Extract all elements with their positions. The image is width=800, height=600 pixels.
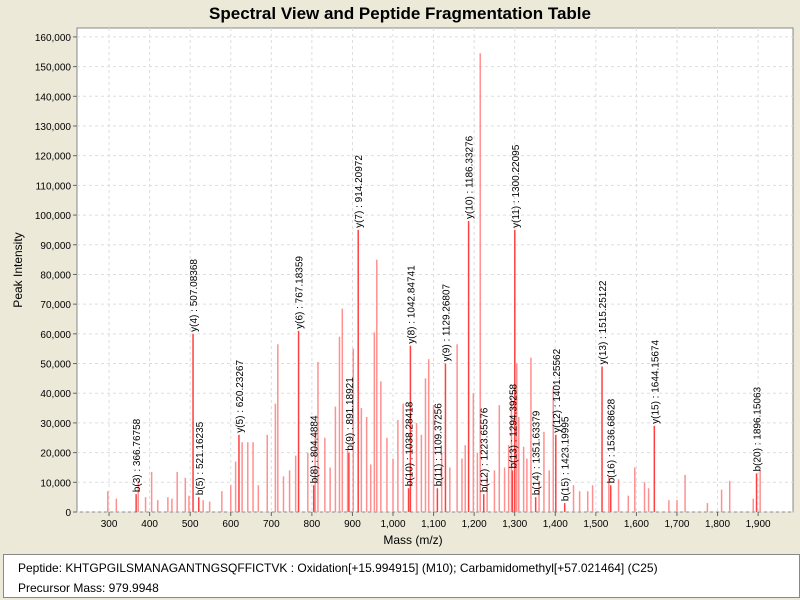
peak-annotation: b(5) : 521.16235 [195, 421, 206, 495]
peak-annotation: y(11) : 1300.22095 [511, 144, 522, 228]
spectrum-chart: b(3) : 366.76758 y(4) : 507.08368 b(5) : 5… [11, 27, 794, 547]
x-tick-label: 1,600 [624, 519, 649, 530]
x-tick-label: 900 [344, 519, 361, 530]
peak-annotation: b(9) : 891.18921 [345, 377, 356, 451]
peak-annotation: b(14) : 1351.63379 [532, 410, 543, 495]
y-tick-label: 150,000 [35, 63, 72, 74]
x-tick-label: 700 [263, 519, 280, 530]
peak-annotation: b(10) : 1038.28418 [405, 401, 416, 486]
x-tick-label: 1,800 [705, 519, 730, 530]
peak-annotation: y(10) : 1186.33276 [465, 135, 476, 219]
chart-title: Spectral View and Peptide Fragmentation … [209, 4, 591, 23]
y-tick-label: 50,000 [40, 360, 71, 371]
peak-annotation: y(5) : 620.23267 [235, 360, 246, 433]
x-tick-label: 300 [101, 519, 118, 530]
x-tick-label: 1,400 [543, 519, 568, 530]
y-tick-label: 20,000 [40, 449, 71, 460]
peak-annotation: b(16) : 1536.68628 [607, 398, 618, 483]
x-axis-label: Mass (m/z) [383, 533, 442, 547]
y-tick-label: 10,000 [40, 478, 71, 489]
y-tick-label: 130,000 [35, 122, 72, 133]
y-tick-label: 80,000 [40, 270, 71, 281]
peak-annotation: b(8) : 804.4884 [310, 415, 321, 483]
x-tick-label: 1,100 [421, 519, 446, 530]
x-tick-label: 500 [182, 519, 199, 530]
y-tick-label: 40,000 [40, 389, 71, 400]
y-tick-label: 100,000 [35, 211, 72, 222]
y-tick-label: 90,000 [40, 241, 71, 252]
y-tick-label: 30,000 [40, 419, 71, 430]
peak-annotation: y(7) : 914.20972 [354, 155, 365, 228]
peak-annotation: y(4) : 507.08368 [189, 259, 200, 332]
precursor-mass: Precursor Mass: 979.9948 [18, 581, 159, 595]
peak-annotation: b(11) : 1109.37256 [433, 403, 444, 486]
peak-annotation: y(12) : 1401.25562 [552, 348, 563, 432]
peak-annotation: b(15) : 1423.19995 [561, 416, 572, 501]
x-tick-label: 800 [304, 519, 321, 530]
peak-annotation: b(12) : 1223.65576 [480, 407, 491, 492]
y-tick-label: 140,000 [35, 92, 72, 103]
y-tick-label: 110,000 [36, 181, 72, 192]
x-tick-label: 1,200 [462, 519, 487, 530]
y-axis-label: Peak Intensity [11, 232, 25, 307]
plot-area [76, 27, 794, 513]
x-tick-label: 600 [222, 519, 239, 530]
y-tick-label: 0 [65, 508, 71, 519]
peak-annotation: b(20) : 1896.15063 [753, 386, 764, 471]
x-tick-label: 1,700 [664, 519, 689, 530]
y-tick-label: 160,000 [35, 33, 72, 44]
peak-annotation: y(8) : 1042.84741 [406, 265, 417, 344]
y-tick-label: 120,000 [35, 152, 72, 163]
peak-annotation: y(6) : 767.18359 [295, 256, 306, 329]
x-tick-label: 1,300 [502, 519, 527, 530]
peak-annotation: b(13) : 1294.39258 [508, 383, 519, 468]
peptide-sequence: Peptide: KHTGPGILSMANAGANTNGSQFFICTVK : … [18, 561, 658, 575]
x-tick-label: 1,900 [746, 519, 771, 530]
peak-annotation: y(9) : 1129.26807 [441, 283, 452, 361]
y-tick-label: 60,000 [40, 330, 71, 341]
y-tick-label: 70,000 [40, 300, 71, 311]
peak-annotation: y(13) : 1515.25122 [598, 280, 609, 364]
x-tick-label: 1,500 [583, 519, 608, 530]
peak-annotation: y(15) : 1644.15674 [650, 340, 661, 424]
x-tick-label: 400 [141, 519, 158, 530]
x-tick-label: 1,000 [380, 519, 405, 530]
peak-annotation: b(3) : 366.76758 [132, 418, 143, 492]
peptide-info-panel: Peptide: KHTGPGILSMANAGANTNGSQFFICTVK : … [3, 554, 800, 598]
